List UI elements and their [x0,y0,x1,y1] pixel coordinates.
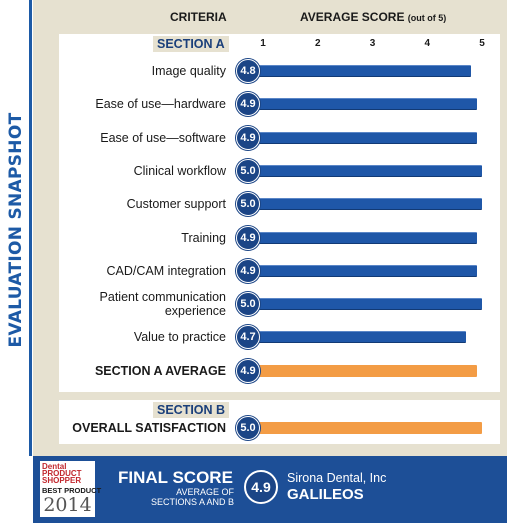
criterion-label: Clinical workflow [133,163,226,178]
criterion-label: Ease of use—hardware [95,97,226,112]
score-badge: 4.7 [236,325,260,350]
final-score-subtitle: AVERAGE OF SECTIONS A AND B [150,487,234,507]
final-score-badge: 4.9 [244,470,278,504]
criterion-label: Customer support [126,197,226,212]
criterion-label: SECTION A AVERAGE [94,363,226,378]
product-name: GALILEOS [287,486,364,503]
score-badge: 4.9 [236,125,260,150]
tick-label: 5 [479,38,485,49]
score-bar [251,331,466,344]
score-badge: 4.9 [236,358,260,383]
section-b-label: SECTION B [153,402,230,418]
score-badge: 4.9 [236,258,260,283]
criterion-label: Image quality [151,64,226,78]
logo-year: 2014 [43,494,92,516]
score-badge: 4.9 [236,92,260,117]
summary-bar [251,422,482,434]
score-badge: 5.0 [236,416,260,440]
sidebar-rule [29,0,32,456]
score-bar [251,98,477,111]
score-badge: 5.0 [236,158,260,183]
sidebar-title: EVALUATION SNAPSHOT [6,112,26,348]
sidebar: EVALUATION SNAPSHOT [0,0,32,456]
score-badge: 5.0 [236,292,260,317]
criterion-label: Training [181,230,226,245]
criterion-label: Value to practice [133,330,226,345]
tick-label: 3 [369,38,376,49]
section-a-label: SECTION A [153,36,229,52]
tick-label: 2 [314,38,321,49]
criterion-label: Ease of use—software [100,130,226,145]
score-bar [251,198,482,211]
tick-label: 4 [424,38,431,49]
score-bar [251,65,472,77]
best-product-logo: Dental PRODUCT SHOPPER BEST PRODUCT 2014 [40,461,102,517]
score-badge: 4.9 [236,225,260,250]
score-bar [251,298,482,311]
criterion-label: Patient communication experience [99,290,226,319]
criteria-header: CRITERIA [170,10,227,24]
score-bar [251,131,477,144]
average-score-header: AVERAGE SCORE (out of 5) [300,10,447,24]
logo-brand: Dental PRODUCT SHOPPER [42,462,82,485]
tick-label: 1 [260,38,266,49]
criterion-label: CAD/CAM integration [106,263,227,278]
summary-bar [251,364,477,377]
criterion-label: OVERALL SATISFACTION [72,421,226,435]
score-badge: 4.8 [236,59,260,83]
company-name: Sirona Dental, Inc [287,471,387,485]
score-bar [251,164,482,177]
logo-award: BEST PRODUCT [42,486,102,495]
score-bar [251,231,477,244]
score-bar [251,264,477,277]
score-badge: 5.0 [236,192,260,217]
final-score-title: FINAL SCORE [118,468,233,487]
